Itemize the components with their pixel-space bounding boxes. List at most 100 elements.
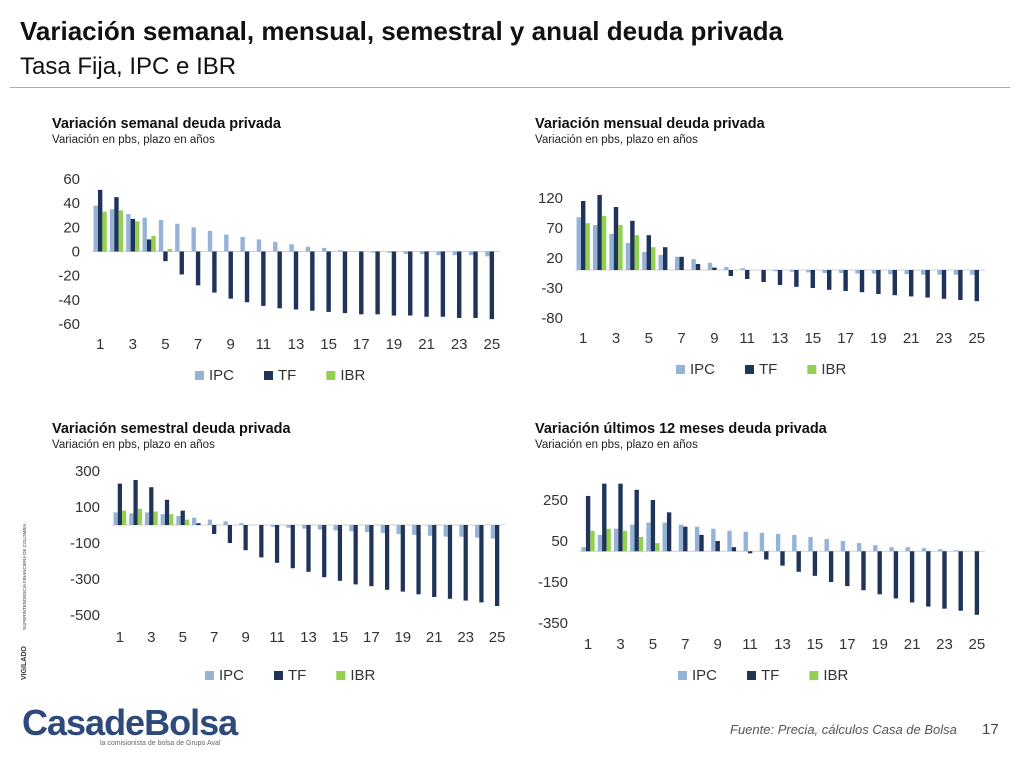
bar xyxy=(118,210,124,252)
bar xyxy=(121,510,127,525)
bar xyxy=(261,251,266,306)
x-tick-label: 9 xyxy=(241,629,249,646)
y-tick-label: -80 xyxy=(541,310,563,327)
chart: Variación semanal deuda privada Variación… xyxy=(52,116,500,384)
x-tick-label: 23 xyxy=(936,330,953,347)
bar xyxy=(904,270,909,275)
bar xyxy=(113,512,118,525)
bar xyxy=(375,251,380,315)
x-tick-label: 13 xyxy=(774,636,791,653)
bar xyxy=(646,235,652,270)
divider xyxy=(10,87,1010,88)
bar xyxy=(436,251,441,256)
x-tick-label: 5 xyxy=(179,629,187,646)
bar xyxy=(954,550,959,552)
legend-swatch xyxy=(264,371,274,380)
x-tick-label: 13 xyxy=(288,336,305,353)
bar xyxy=(724,267,729,270)
bar xyxy=(613,207,619,270)
entity: SUPERINTENDENCIA FINANCIERA DE COLOMBIA xyxy=(22,523,27,630)
x-tick-label: 7 xyxy=(194,336,202,353)
bar xyxy=(597,195,602,270)
x-tick-label: 3 xyxy=(129,336,137,353)
x-tick-label: 3 xyxy=(147,629,155,646)
x-tick-label: 23 xyxy=(451,336,468,353)
x-tick-label: 13 xyxy=(772,330,789,347)
bar xyxy=(678,524,684,552)
bar xyxy=(326,251,331,312)
bar xyxy=(380,525,385,534)
bar xyxy=(475,525,480,538)
bar xyxy=(792,534,797,552)
bar xyxy=(223,521,228,525)
x-tick-label: 1 xyxy=(96,336,104,353)
bar xyxy=(642,252,647,270)
x-tick-label: 15 xyxy=(320,336,337,353)
x-tick-label: 25 xyxy=(969,636,986,653)
bar xyxy=(662,522,667,552)
bar xyxy=(126,214,131,252)
bar xyxy=(695,264,701,270)
legend-swatch xyxy=(274,671,284,680)
bar xyxy=(149,487,154,525)
y-tick-label: -60 xyxy=(58,316,80,333)
y-tick-label: -20 xyxy=(58,268,80,285)
bar xyxy=(638,536,644,552)
bar xyxy=(365,525,370,533)
legend-label: IBR xyxy=(340,367,365,384)
x-tick-label: 7 xyxy=(210,629,218,646)
bar xyxy=(243,525,248,551)
bar xyxy=(130,218,136,252)
bar xyxy=(114,197,119,252)
bar xyxy=(322,525,327,578)
bar xyxy=(630,220,635,270)
bar xyxy=(167,249,173,252)
bar xyxy=(601,216,607,270)
bar xyxy=(707,262,713,270)
bar xyxy=(731,547,737,552)
bar xyxy=(743,531,748,552)
bar xyxy=(479,525,484,603)
bar xyxy=(290,525,295,569)
bar xyxy=(179,251,184,275)
x-tick-label: 15 xyxy=(807,636,824,653)
y-tick-label: 70 xyxy=(546,220,563,237)
bar xyxy=(277,251,282,309)
bar xyxy=(163,251,168,262)
bar xyxy=(926,551,931,607)
page-number: 17 xyxy=(982,721,999,738)
bar xyxy=(473,251,478,318)
bar xyxy=(764,551,769,560)
bar xyxy=(212,251,217,293)
bar xyxy=(133,480,138,525)
x-tick-label: 21 xyxy=(418,336,435,353)
bar xyxy=(180,510,185,525)
bar xyxy=(463,525,468,601)
bar xyxy=(711,528,716,552)
side-note: VIGILADO SUPERINTENDENCIA FINANCIERA DE … xyxy=(21,523,28,680)
bar xyxy=(169,514,174,525)
bar xyxy=(333,525,338,531)
bar xyxy=(974,270,980,302)
bar xyxy=(873,545,878,552)
bar xyxy=(650,500,656,552)
y-tick-label: -150 xyxy=(538,574,568,591)
bar xyxy=(625,243,631,270)
bar xyxy=(196,523,201,525)
bar xyxy=(634,489,639,552)
logo-tagline: la comisionista de bolsa de Grupo Aval xyxy=(100,740,221,747)
x-tick-label: 19 xyxy=(386,336,403,353)
chart-subtitle: Variación en pbs, plazo en años xyxy=(535,134,698,146)
bar xyxy=(651,247,656,270)
bar xyxy=(674,256,680,270)
bar xyxy=(416,525,421,595)
bar xyxy=(117,483,122,525)
bar xyxy=(244,251,250,303)
bar xyxy=(369,525,374,587)
bar xyxy=(622,530,628,552)
bar xyxy=(576,217,581,270)
bar xyxy=(826,270,832,290)
x-tick-label: 25 xyxy=(489,629,506,646)
bar xyxy=(305,246,311,252)
